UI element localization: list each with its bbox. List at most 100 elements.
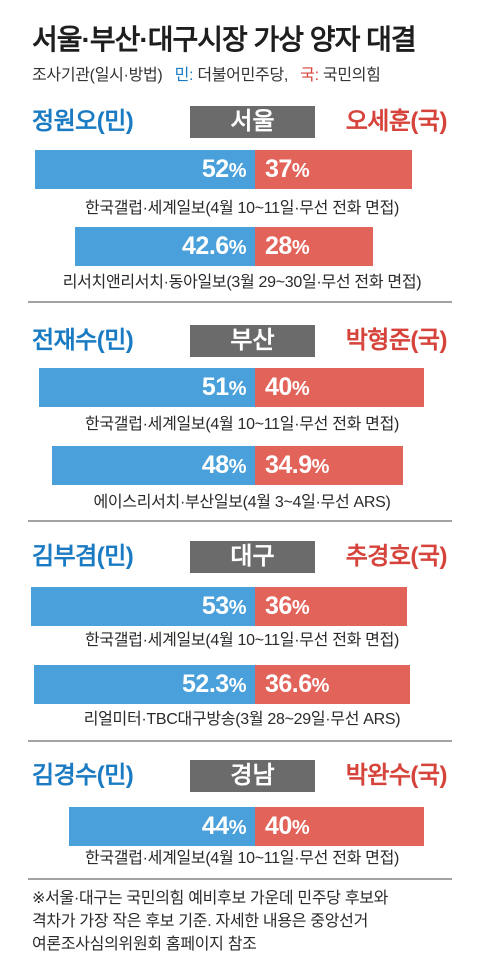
ppp-value: 36.6 <box>265 670 312 698</box>
dem-value: 52.3 <box>182 670 229 698</box>
poll-row: 42.6% 28% <box>0 227 480 266</box>
footnote-line: 격차가 가장 작은 후보 기준. 자세한 내용은 중앙선거 <box>32 913 368 930</box>
dem-candidate-name: 정원오(민) <box>32 108 134 135</box>
dem-candidate-name: 김경수(민) <box>32 762 134 789</box>
ppp-value: 37 <box>265 155 292 183</box>
dem-value-label: 53% <box>201 587 247 628</box>
ppp-value-label: 36% <box>265 587 310 628</box>
dem-value-label: 52.3% <box>182 665 246 706</box>
poll-source: 에이스리서치·부산일보(4월 3~4일·무선 ARS) <box>93 494 391 511</box>
poll-row: 52% 37% <box>0 150 480 189</box>
dem-value: 51 <box>201 373 229 401</box>
ppp-value: 40 <box>265 373 292 401</box>
section-divider <box>28 520 452 522</box>
ppp-value: 36 <box>265 592 292 620</box>
ppp-value: 34.9 <box>265 451 312 479</box>
dem-value-label: 48% <box>201 446 247 487</box>
ppp-value-label: 40% <box>265 807 310 848</box>
ppp-candidate-name: 박형준(국) <box>345 327 448 354</box>
region-header: 정원오(민) 서울 오세훈(국) <box>0 106 480 138</box>
poll-source: 리서치앤리서치·동아일보(3월 29~30일·무선 전화 면접) <box>62 274 422 291</box>
ppp-bar <box>255 446 403 485</box>
ppp-bar <box>255 587 408 626</box>
dem-value-label: 52% <box>201 150 247 191</box>
poll-row: 48% 34.9% <box>0 446 480 485</box>
dem-party-key: 민: <box>174 67 194 84</box>
percent-sign: % <box>311 456 330 478</box>
percent-sign: % <box>228 160 247 182</box>
percent-sign: % <box>291 817 310 839</box>
section-divider <box>28 878 452 880</box>
dem-value: 53 <box>201 592 229 620</box>
percent-sign: % <box>228 237 247 259</box>
dem-bar <box>39 368 255 407</box>
dem-candidate-name: 전재수(민) <box>32 327 134 354</box>
percent-sign: % <box>291 160 310 182</box>
dem-bar <box>74 227 255 266</box>
dem-candidate-name: 김부겸(민) <box>32 543 134 570</box>
region-label: 부산 <box>190 325 315 357</box>
poll-source: 한국갤럽·세계일보(4월 10~11일·무선 전화 면접) <box>84 200 400 217</box>
region-label: 대구 <box>190 541 315 573</box>
ppp-value-label: 36.6% <box>265 665 329 706</box>
section-divider <box>28 301 452 303</box>
percent-sign: % <box>228 456 247 478</box>
ppp-candidate-name: 추경호(국) <box>345 543 448 570</box>
ppp-value-label: 34.9% <box>265 446 329 487</box>
section-divider <box>28 740 452 742</box>
ppp-party-name: 국민의힘 <box>322 67 381 84</box>
dem-value-label: 44% <box>201 807 247 848</box>
dem-value: 52 <box>201 155 229 183</box>
region-header: 김부겸(민) 대구 추경호(국) <box>0 541 480 573</box>
region-label: 서울 <box>190 106 315 138</box>
region-header: 김경수(민) 경남 박완수(국) <box>0 760 480 792</box>
ppp-candidate-name: 오세훈(국) <box>345 108 448 135</box>
legend-line: 조사기관(일시·방법) 민: 더불어민주당, 국: 국민의힘 <box>32 65 381 87</box>
ppp-value-label: 28% <box>265 227 310 268</box>
ppp-bar <box>255 227 374 266</box>
source-format-label: 조사기관(일시·방법) <box>32 67 163 84</box>
dem-bar <box>33 665 255 704</box>
dem-bar <box>51 446 255 485</box>
dem-party-name: 더불어민주당, <box>197 67 289 84</box>
dem-bar <box>30 587 255 626</box>
footnote-line: ※서울·대구는 국민의힘 예비후보 가운데 민주당 후보와 <box>32 890 389 907</box>
region-label: 경남 <box>190 760 315 792</box>
poll-source: 한국갤럽·세계일보(4월 10~11일·무선 전화 면접) <box>84 416 400 433</box>
dem-value-label: 42.6% <box>182 227 246 268</box>
ppp-party-key: 국: <box>300 67 319 84</box>
percent-sign: % <box>291 237 310 259</box>
percent-sign: % <box>291 597 310 619</box>
ppp-value: 40 <box>265 812 292 840</box>
dem-value: 48 <box>201 451 229 479</box>
footnote: ※서울·대구는 국민의힘 예비후보 가운데 민주당 후보와 격차가 가장 작은 … <box>32 887 388 956</box>
poll-row: 52.3% 36.6% <box>0 665 480 704</box>
ppp-value-label: 37% <box>265 150 310 191</box>
ppp-bar <box>255 368 425 407</box>
poll-row: 51% 40% <box>0 368 480 407</box>
ppp-bar <box>255 665 410 704</box>
percent-sign: % <box>228 675 247 697</box>
ppp-value: 28 <box>265 232 292 260</box>
poll-source: 리얼미터·TBC대구방송(3월 28~29일·무선 ARS) <box>83 711 401 728</box>
dem-bar <box>68 807 255 846</box>
dem-bar <box>35 150 255 189</box>
dem-value: 42.6 <box>182 232 229 260</box>
footnote-line: 여론조사심의위원회 홈페이지 참조 <box>32 936 257 953</box>
dem-value-label: 51% <box>201 368 247 409</box>
poll-row: 53% 36% <box>0 587 480 626</box>
chart-title: 서울·부산·대구시장 가상 양자 대결 <box>32 24 417 55</box>
percent-sign: % <box>311 675 330 697</box>
percent-sign: % <box>228 378 247 400</box>
region-header: 전재수(민) 부산 박형준(국) <box>0 325 480 357</box>
ppp-bar <box>255 807 425 846</box>
ppp-bar <box>255 150 412 189</box>
percent-sign: % <box>228 597 247 619</box>
ppp-value-label: 40% <box>265 368 310 409</box>
dem-value: 44 <box>201 812 229 840</box>
percent-sign: % <box>228 817 247 839</box>
poll-row: 44% 40% <box>0 807 480 846</box>
poll-source: 한국갤럽·세계일보(4월 10~11일·무선 전화 면접) <box>84 850 400 867</box>
poll-source: 한국갤럽·세계일보(4월 10~11일·무선 전화 면접) <box>84 632 400 649</box>
